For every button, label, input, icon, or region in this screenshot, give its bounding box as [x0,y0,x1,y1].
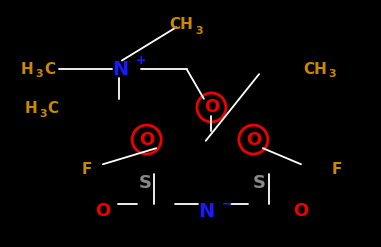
Text: 3: 3 [329,69,336,79]
Text: N: N [112,60,129,79]
Text: F: F [331,162,342,177]
Text: O: O [246,131,261,148]
Text: O: O [139,131,154,148]
Text: CH: CH [303,62,327,77]
Text: N: N [198,202,215,221]
Text: CH: CH [170,17,194,32]
Text: H: H [21,62,34,77]
Text: 3: 3 [195,26,203,36]
Text: −: − [222,197,232,210]
Text: O: O [95,202,110,220]
Text: 3: 3 [39,109,47,119]
Text: C: C [48,101,59,116]
Text: +: + [136,54,147,67]
Text: F: F [82,162,92,177]
Text: H: H [25,101,37,116]
Text: C: C [44,62,55,77]
Text: S: S [138,174,151,192]
Text: O: O [204,99,219,116]
Text: S: S [253,174,266,192]
Text: 3: 3 [35,69,43,79]
Text: O: O [293,202,309,220]
